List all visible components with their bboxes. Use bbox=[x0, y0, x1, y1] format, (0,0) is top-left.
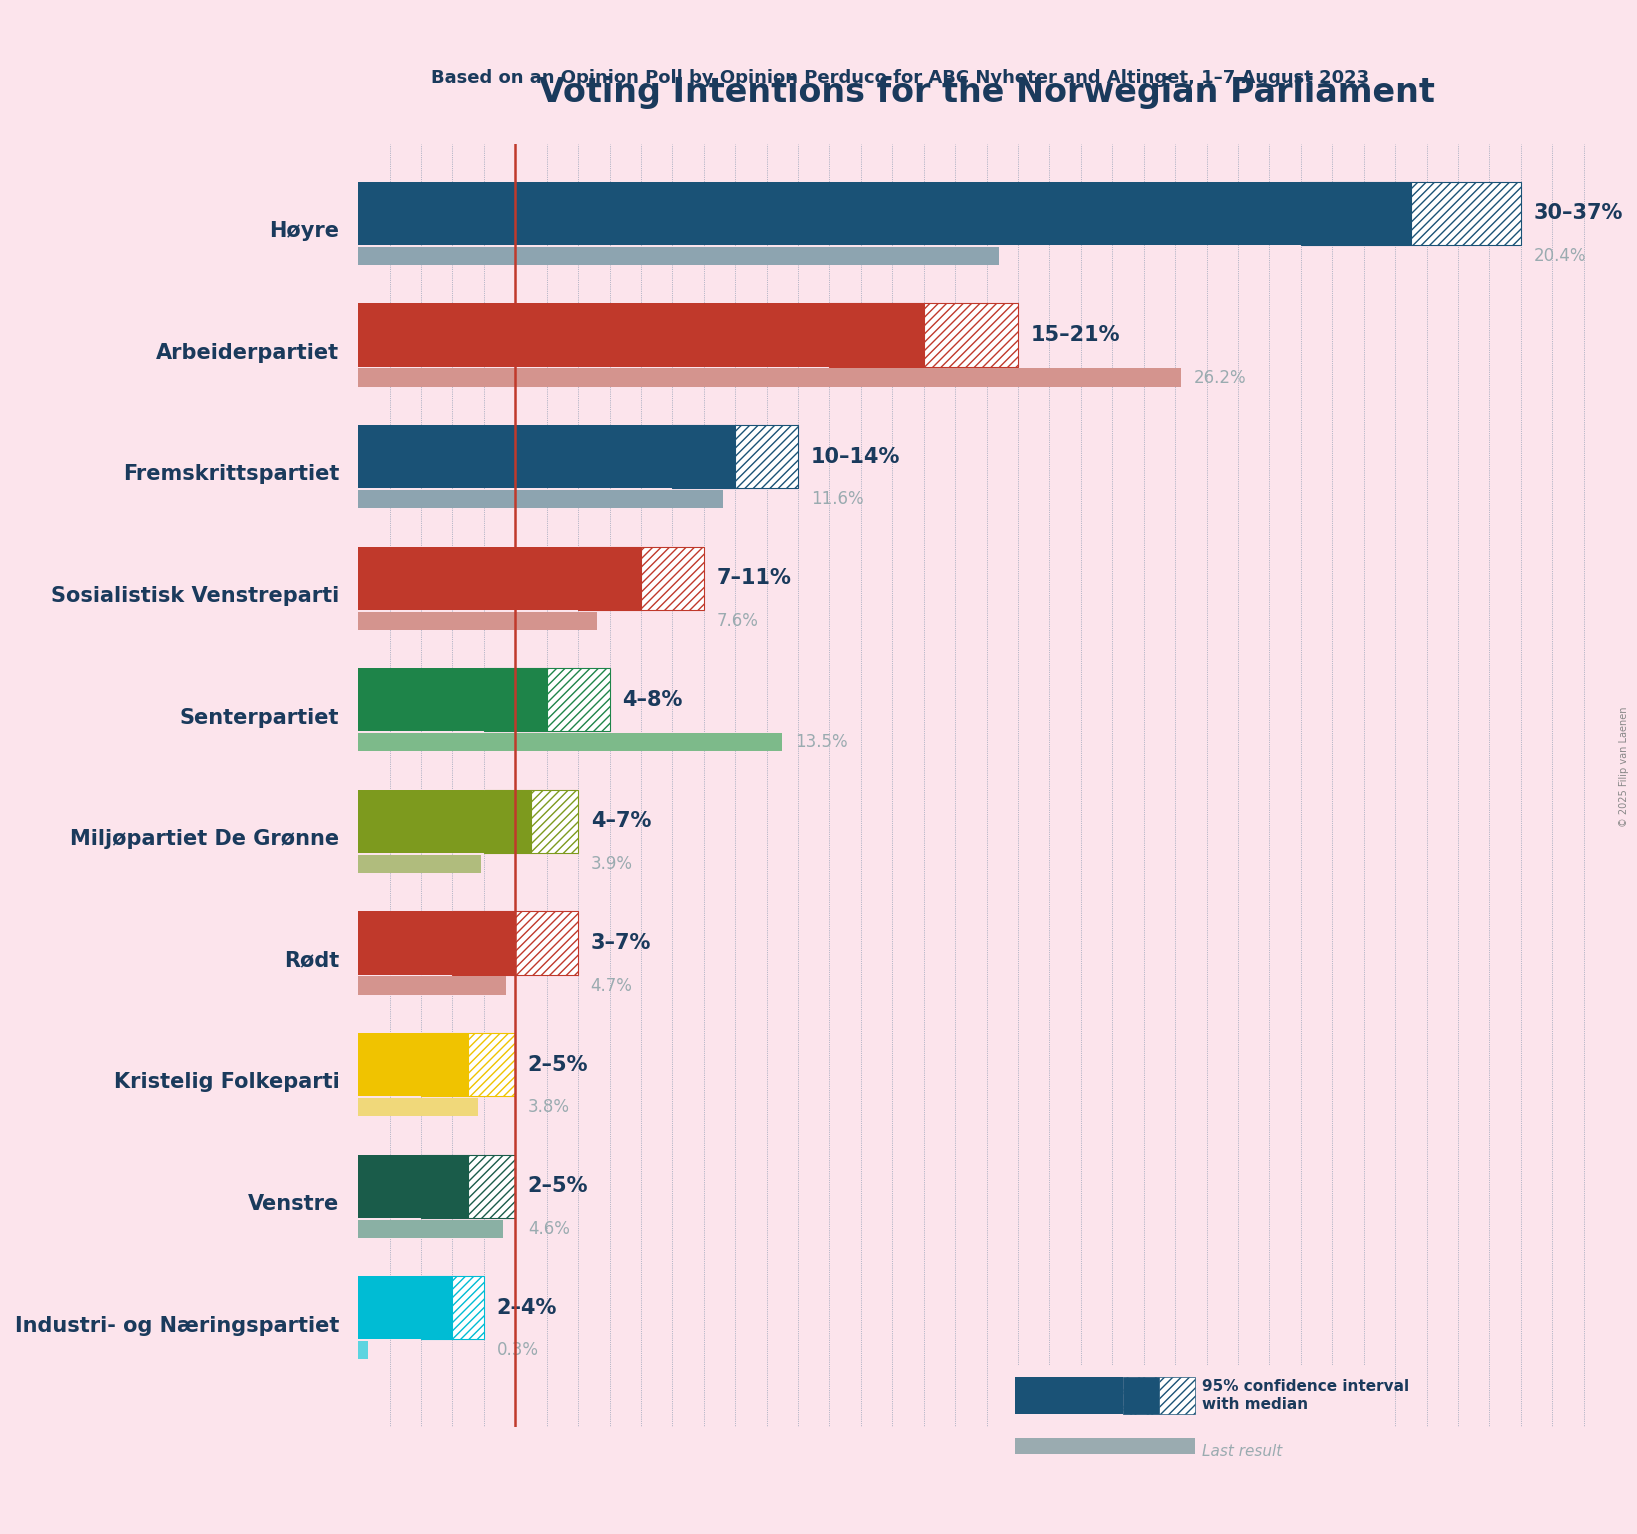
Bar bbox=[452, 1276, 485, 1339]
Bar bbox=[359, 1155, 421, 1218]
Bar bbox=[735, 425, 799, 488]
Bar bbox=[468, 1155, 516, 1218]
Bar bbox=[578, 546, 642, 611]
Bar bbox=[359, 489, 722, 508]
Bar bbox=[547, 669, 609, 732]
Bar bbox=[485, 790, 530, 853]
Bar bbox=[359, 669, 485, 732]
Bar bbox=[1411, 181, 1521, 245]
Text: 0.3%: 0.3% bbox=[496, 1341, 539, 1359]
Text: 7–11%: 7–11% bbox=[717, 568, 791, 588]
Bar bbox=[421, 1155, 468, 1218]
Bar bbox=[1015, 1376, 1123, 1414]
Text: 4–8%: 4–8% bbox=[622, 690, 683, 710]
Bar bbox=[359, 911, 452, 974]
Bar bbox=[830, 304, 923, 367]
Bar bbox=[359, 304, 830, 367]
Bar bbox=[516, 911, 578, 974]
Text: 26.2%: 26.2% bbox=[1193, 368, 1247, 387]
Text: 4.6%: 4.6% bbox=[527, 1220, 570, 1238]
Bar bbox=[359, 854, 481, 873]
Bar bbox=[452, 911, 516, 974]
Bar bbox=[530, 790, 578, 853]
Bar bbox=[421, 1276, 452, 1339]
Bar bbox=[359, 425, 673, 488]
Bar bbox=[359, 790, 485, 853]
Bar bbox=[359, 733, 782, 752]
Bar bbox=[1015, 1437, 1195, 1454]
Bar bbox=[485, 669, 547, 732]
Text: 30–37%: 30–37% bbox=[1534, 204, 1622, 224]
Bar bbox=[359, 181, 1301, 245]
Text: 20.4%: 20.4% bbox=[1534, 247, 1586, 265]
Bar bbox=[1123, 1376, 1159, 1414]
Text: 3.8%: 3.8% bbox=[527, 1098, 570, 1117]
Bar bbox=[359, 1032, 421, 1097]
Text: 2–5%: 2–5% bbox=[527, 1054, 588, 1075]
Text: 3.9%: 3.9% bbox=[591, 854, 632, 873]
Text: 2–4%: 2–4% bbox=[496, 1298, 557, 1318]
Text: 4.7%: 4.7% bbox=[591, 977, 632, 994]
Text: Last result: Last result bbox=[1202, 1443, 1282, 1459]
Bar bbox=[642, 546, 704, 611]
Text: © 2025 Filip van Laenen: © 2025 Filip van Laenen bbox=[1619, 707, 1629, 827]
Text: 13.5%: 13.5% bbox=[796, 733, 848, 752]
Text: 2–5%: 2–5% bbox=[527, 1177, 588, 1197]
Bar bbox=[923, 304, 1018, 367]
Text: 7.6%: 7.6% bbox=[717, 612, 758, 630]
Bar bbox=[359, 1220, 503, 1238]
Bar bbox=[359, 1098, 478, 1117]
Bar bbox=[359, 612, 598, 630]
Bar bbox=[1159, 1376, 1195, 1414]
Title: Voting Intentions for the Norwegian Parliament: Voting Intentions for the Norwegian Parl… bbox=[539, 77, 1434, 109]
Bar bbox=[359, 546, 578, 611]
Text: 4–7%: 4–7% bbox=[591, 811, 652, 831]
Bar bbox=[359, 368, 1182, 387]
Text: 15–21%: 15–21% bbox=[1031, 325, 1120, 345]
Bar bbox=[673, 425, 735, 488]
Text: 3–7%: 3–7% bbox=[591, 933, 652, 953]
Text: 95% confidence interval
with median: 95% confidence interval with median bbox=[1202, 1379, 1409, 1411]
Bar bbox=[1301, 181, 1411, 245]
Bar bbox=[359, 977, 506, 994]
Bar bbox=[359, 1276, 421, 1339]
Text: 10–14%: 10–14% bbox=[810, 446, 900, 466]
Bar bbox=[468, 1032, 516, 1097]
Text: 11.6%: 11.6% bbox=[810, 491, 863, 508]
Text: Based on an Opinion Poll by Opinion Perduco for ABC Nyheter and Altinget, 1–7 Au: Based on an Opinion Poll by Opinion Perd… bbox=[431, 69, 1370, 87]
Bar bbox=[359, 247, 999, 265]
Bar bbox=[421, 1032, 468, 1097]
Bar bbox=[359, 1341, 368, 1359]
